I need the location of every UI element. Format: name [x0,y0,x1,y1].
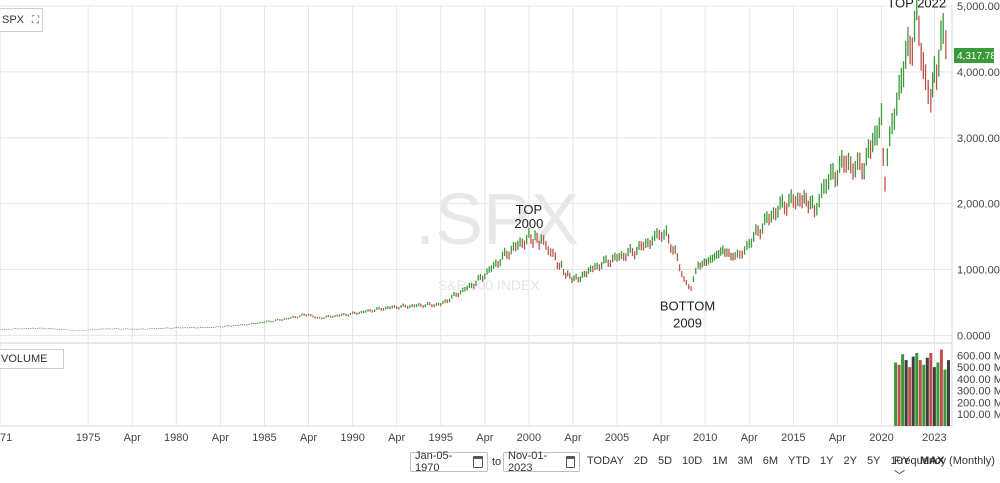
expand-icon[interactable]: ⛶ [32,14,40,26]
range-button-2y[interactable]: 2Y [843,455,857,467]
chart-grid [0,5,953,427]
watermark-name: S&P 500 INDEX [438,277,540,293]
time-tick-label: Apr [300,432,317,444]
volume-bar [911,356,915,426]
range-button-5d[interactable]: 5D [657,455,673,467]
to-label: to [492,456,502,468]
range-button-3m[interactable]: 3M [737,455,753,467]
volume-bar [901,354,905,426]
range-button-10d[interactable]: 10D [682,455,703,467]
price-axis: 5,000.00 4,000.00 3,000.00 2,000.00 1,000.00… [957,1,1000,342]
last-price-badge-bg [954,48,994,63]
volume-bar [943,369,947,426]
frequency-select[interactable]: Frequency (Monthly) ﹀ [894,455,1000,483]
range-button-5y[interactable]: 5Y [866,455,881,467]
price-series [0,0,947,332]
range-button-10y[interactable]: 10Y [890,455,911,467]
volume-bar [918,360,922,426]
chevron-down-icon: ﹀ [894,470,905,482]
range-button-max[interactable]: MAX [920,455,945,467]
price-tick-label: 2,000.00 [957,199,1000,211]
chart-annotation: 2009 [673,316,702,331]
volume-bar [904,360,908,426]
time-tick-label: 1975 [76,432,100,444]
price-tick-label: 5,000.00 [957,1,1000,13]
watermark-symbol: .SPX [415,180,579,260]
time-tick-label: 1971 [0,432,12,444]
time-tick-label: 2023 [922,432,946,444]
range-button-1y[interactable]: 1Y [820,455,834,467]
chart-annotation: 2000 [514,216,543,231]
range-button-2d[interactable]: 2D [633,455,648,467]
chart-annotation: TOP 2022 [887,0,946,10]
volume-bar [946,360,950,426]
time-tick-label: Apr [564,432,581,444]
frequency-label: Frequency (Monthly) [894,455,995,467]
time-tick-label: Apr [741,432,758,444]
volume-series [894,349,950,426]
time-tick-label: Apr [124,432,141,444]
time-tick-label: 2010 [693,432,717,444]
chart-annotation: BOTTOM [660,298,715,313]
time-tick-label: 2005 [605,432,629,444]
time-axis: 1971 1975 Apr 1980 Apr 1985 Apr 1990 Apr 1995 Apr 2… [0,432,947,444]
volume-bar [929,353,933,426]
last-price-badge: 4,317.78 [954,48,996,63]
volume-label: VOLUME [1,353,48,365]
time-tick-label: 1995 [428,432,452,444]
volume-bar [932,367,936,426]
chart-annotation: TOP [516,202,543,217]
volume-bar [936,362,940,426]
range-button-1m[interactable]: 1M [712,455,728,467]
volume-legend[interactable]: VOLUME [0,349,64,369]
time-tick-label: 1985 [252,432,276,444]
calendar-icon[interactable] [473,456,483,468]
volume-tick-label: 100.00 M [957,409,1000,421]
last-price-value: 4,317.78 [957,51,996,62]
price-tick-label: 1,000.00 [957,265,1000,277]
price-chart[interactable]: .SPX S&P 500 INDEX 5,000.00 4,000.00 3,000… [0,0,1000,450]
volume-bar [939,349,943,426]
price-tick-label: 0.0000 [957,330,991,342]
symbol-legend[interactable]: SPX ⛶ [0,8,43,32]
time-tick-label: 1990 [340,432,364,444]
to-date-value: Nov-01-2023 [508,450,548,474]
volume-tick-label: 300.00 M [957,386,1000,398]
volume-bar [925,357,929,426]
price-tick-label: 4,000.00 [957,67,1000,79]
from-date-field[interactable]: Jan-05-1970 [410,450,488,474]
time-tick-label: Apr [829,432,846,444]
time-tick-label: 2020 [869,432,893,444]
time-tick-label: Apr [388,432,405,444]
symbol-label: SPX [2,14,25,26]
range-buttons: TODAY 2D 5D 10D 1M 3M 6M YTD 1Y 2Y 5Y 10Y MAX [582,455,949,467]
range-toolbar: Jan-05-1970 to Nov-01-2023 TODAY 2D 5D 10D 1… [0,450,1000,482]
range-button-6m[interactable]: 6M [762,455,779,467]
calendar-icon[interactable] [565,456,575,468]
to-date-field[interactable]: Nov-01-2023 [503,450,580,474]
volume-tick-label: 600.00 M [957,350,1000,362]
time-tick-label: 2000 [517,432,541,444]
volume-bar [922,364,926,426]
time-tick-label: 2015 [781,432,805,444]
time-tick-label: Apr [212,432,229,444]
volume-bar [915,353,919,426]
volume-bar [894,362,898,426]
price-tick-label: 3,000.00 [957,133,1000,145]
volume-bar [897,364,901,426]
volume-tick-label: 400.00 M [957,374,1000,386]
range-button-ytd[interactable]: YTD [788,455,811,467]
from-date-value: Jan-05-1970 [415,450,453,474]
volume-tick-label: 500.00 M [957,362,1000,374]
volume-bar [908,367,912,426]
time-tick-label: Apr [653,432,670,444]
volume-tick-label: 200.00 M [957,397,1000,409]
time-tick-label: 1980 [164,432,188,444]
range-button-today[interactable]: TODAY [587,455,624,467]
time-tick-label: Apr [476,432,493,444]
